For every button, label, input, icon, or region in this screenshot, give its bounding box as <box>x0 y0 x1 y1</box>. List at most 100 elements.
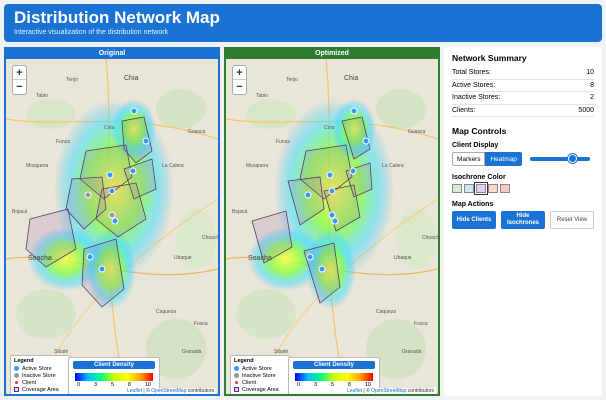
color-swatch-green[interactable] <box>452 184 462 193</box>
active-store-icon <box>14 366 19 371</box>
legend-item: Inactive Store <box>234 372 286 379</box>
active-store-marker <box>108 187 116 195</box>
place-label: Tabio <box>256 93 268 99</box>
density-tick: 8 <box>127 382 131 388</box>
osm-link[interactable]: OpenStreetMap <box>371 388 407 394</box>
client-density-scale: Client Density 0 3 5 8 10 <box>288 357 380 394</box>
place-label: Funza <box>276 139 290 145</box>
stat-label: Inactive Stores: <box>452 94 501 101</box>
map-canvas[interactable] <box>6 59 218 394</box>
map-attribution: Leaflet | © OpenStreetMap contributors <box>345 388 436 394</box>
color-swatch-orange[interactable] <box>488 184 498 193</box>
terrain-patch <box>146 319 206 379</box>
leaflet-link[interactable]: Leaflet <box>347 388 363 394</box>
stat-label: Clients: <box>452 106 476 114</box>
osm-link[interactable]: OpenStreetMap <box>151 388 187 394</box>
place-label: Tenjo <box>286 77 298 83</box>
page-subtitle: Interactive visualization of the distrib… <box>14 29 169 36</box>
summary-title: Network Summary <box>452 53 527 63</box>
zoom-out-button[interactable]: − <box>16 81 23 93</box>
zoom-in-button[interactable]: + <box>13 66 26 80</box>
inactive-store-icon <box>234 373 239 378</box>
inactive-store-marker <box>108 211 116 219</box>
density-ticks: 0 3 5 8 10 <box>297 382 371 388</box>
attribution-tail: contributors <box>186 388 214 394</box>
place-label: Guasca <box>188 129 206 135</box>
density-tick: 10 <box>364 382 371 388</box>
isochrone-color-picker <box>452 182 594 195</box>
legend-label: Inactive Store <box>242 372 276 379</box>
place-label: Sibaté <box>274 349 289 355</box>
place-label: Chia <box>124 75 139 82</box>
place-label: Fosca <box>414 321 428 327</box>
client-icon <box>15 381 18 384</box>
app-header: Distribution Network Map Interactive vis… <box>4 4 602 42</box>
map-legend: Legend Active Store Inactive Store Clien… <box>230 355 290 394</box>
optimized-map[interactable]: + − Legend Active Store Inactive Store C… <box>226 59 438 394</box>
heatmap-intensity-slider[interactable] <box>529 154 590 163</box>
place-label: Mosquera <box>26 163 49 169</box>
density-tick: 3 <box>93 382 98 388</box>
client-display-label: Client Display <box>452 142 499 149</box>
place-label: Funza <box>56 139 70 145</box>
coverage-area <box>287 176 325 226</box>
legend-item: Coverage Area <box>14 386 66 393</box>
active-store-marker <box>130 107 138 115</box>
color-swatch-red[interactable] <box>500 184 510 193</box>
coverage-area <box>121 116 153 164</box>
hide-isochrones-button[interactable]: Hide Isochrones <box>501 211 545 229</box>
zoom-out-button[interactable]: − <box>236 81 243 93</box>
place-label: Ubaque <box>394 255 412 261</box>
map-attribution: Leaflet | © OpenStreetMap contributors <box>125 388 216 394</box>
stat-value: 10 <box>586 69 594 76</box>
stat-row-total-stores: Total Stores: 10 <box>452 67 594 80</box>
client-density-scale: Client Density 0 3 5 8 10 <box>68 357 160 394</box>
map-canvas[interactable] <box>226 59 438 394</box>
legend-label: Client <box>22 379 37 386</box>
density-gradient <box>295 373 373 381</box>
slider-handle[interactable] <box>568 154 578 163</box>
original-map-panel: Original + − Legend Active Store Inactiv… <box>4 47 220 396</box>
map-actions: Hide Clients Hide Isochrones Reset View <box>452 211 594 229</box>
terrain-patch <box>176 209 216 269</box>
place-label: Tenjo <box>66 77 78 83</box>
place-label: Cota <box>324 125 335 131</box>
client-icon <box>235 381 238 384</box>
zoom-control: + − <box>232 65 247 95</box>
map-legend: Legend Active Store Inactive Store Clien… <box>10 355 70 394</box>
heatmap-button[interactable]: Heatmap <box>485 152 522 166</box>
legend-item: Active Store <box>14 365 66 372</box>
active-store-marker <box>304 191 312 199</box>
place-label: Guasca <box>408 129 426 135</box>
terrain-patch <box>366 319 426 379</box>
active-store-marker <box>142 137 150 145</box>
place-label: Fosca <box>194 321 208 327</box>
coverage-area <box>65 176 107 230</box>
stat-row-clients: Clients: 5000 <box>452 105 594 117</box>
markers-button[interactable]: Markers <box>452 152 486 166</box>
reset-view-button[interactable]: Reset View <box>550 211 594 229</box>
zoom-in-button[interactable]: + <box>233 66 246 80</box>
place-label: Soacha <box>248 255 272 262</box>
place-label: Bojacá <box>232 209 248 215</box>
place-label: La Calera <box>382 163 404 169</box>
hide-clients-button[interactable]: Hide Clients <box>452 211 496 229</box>
legend-title: Legend <box>234 358 254 364</box>
density-tick: 8 <box>347 382 351 388</box>
original-map[interactable]: + − Legend Active Store Inactive Store C… <box>6 59 218 394</box>
place-label: Granada <box>182 349 202 355</box>
stat-row-inactive-stores: Inactive Stores: 2 <box>452 92 594 105</box>
leaflet-link[interactable]: Leaflet <box>127 388 143 394</box>
place-label: Mosquera <box>246 163 269 169</box>
legend-item: Client <box>14 379 66 386</box>
density-tick: 10 <box>144 382 151 388</box>
terrain-patch <box>376 89 426 129</box>
terrain-patch <box>26 99 76 129</box>
coverage-area <box>79 144 133 200</box>
panel-title-original: Original <box>6 49 218 59</box>
color-swatch-blue[interactable] <box>464 184 474 193</box>
heatmap-blob <box>28 227 104 291</box>
density-title: Client Density <box>293 361 375 369</box>
place-label: Choachí <box>202 235 218 241</box>
color-swatch-purple[interactable] <box>474 182 488 195</box>
